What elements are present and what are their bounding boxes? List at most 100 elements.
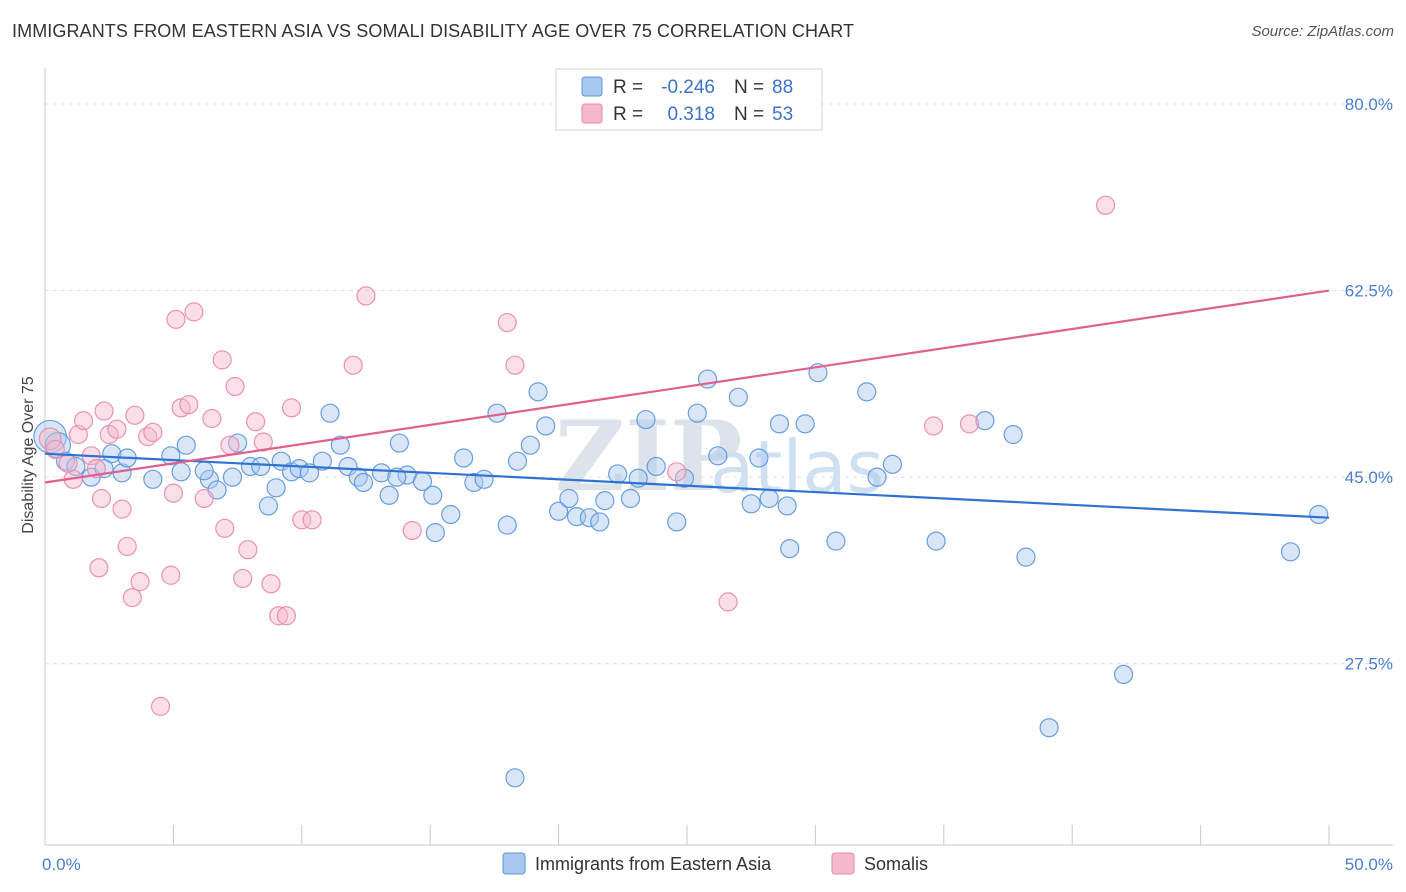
legend-bottom-swatch-blue [502,852,526,875]
eastern-asia-trend-line [44,452,1330,519]
somalis-point-32 [245,412,266,432]
x-tick-label-0: 0.0% [42,855,81,874]
eastern-asia-point-11 [176,435,196,455]
eastern-asia-point-39 [464,472,484,493]
eastern-asia-point-52 [595,491,615,511]
eastern-asia-point-16 [228,433,248,453]
somalis-point-13 [117,536,137,557]
somalis-point-26 [202,408,222,429]
trend-lines [44,289,1330,519]
eastern-asia-point-10 [171,462,191,482]
legend-top-n-label-blue: N = [734,77,764,98]
eastern-asia-point-51 [590,512,610,532]
eastern-asia-point-66 [759,488,779,509]
somalis-point-35 [269,606,289,626]
eastern-asia-point-15 [222,467,243,487]
somalis-point-24 [184,302,204,322]
somalis-point-0 [38,427,62,451]
eastern-asia-point-78 [1003,424,1023,445]
eastern-asia-point-85 [387,467,407,487]
somalis-point-18 [150,696,171,716]
somalis-point-23 [179,395,199,415]
eastern-asia-point-67 [769,414,790,434]
legend-top-r-label-blue: R = [613,77,643,98]
eastern-asia-point-74 [867,467,887,487]
eastern-asia-point-64 [741,494,761,514]
legend-top-n-label-pink: N = [734,104,764,125]
x-tick-label-1: 50.0% [1345,855,1393,874]
eastern-asia-point-65 [749,448,769,468]
legend-top-swatch-blue [581,76,603,97]
eastern-asia-point-13 [194,461,214,481]
eastern-asia-point-25 [320,403,340,423]
eastern-asia-point-50 [579,508,600,528]
series-somalis-points [38,195,1116,716]
eastern-asia-point-32 [389,433,409,453]
eastern-asia-point-69 [780,538,800,559]
somalis-point-1 [45,439,65,460]
somalis-point-31 [238,540,258,560]
eastern-asia-point-83 [1309,504,1329,525]
somalis-point-21 [166,309,186,329]
somalis-point-8 [91,488,112,509]
somalis-point-50 [89,558,109,578]
eastern-asia-point-45 [528,382,548,402]
somalis-point-19 [161,565,181,585]
eastern-asia-point-76 [926,531,946,551]
eastern-asia-point-26 [330,435,350,455]
eastern-asia-point-62 [708,446,728,466]
eastern-asia-point-53 [608,464,628,484]
legend-top-r-value-blue: -0.246 [661,77,715,98]
x-tick-labels: 0.0% 50.0% [42,855,1393,874]
eastern-asia-point-81 [1113,664,1134,685]
eastern-asia-point-58 [667,512,687,532]
somalis-point-25 [194,488,214,509]
watermark-zip: ZIP [555,400,742,513]
eastern-asia-point-60 [687,403,707,423]
y-tick-label-0: 80.0% [1345,95,1393,114]
eastern-asia-point-54 [620,488,641,509]
eastern-asia-point-86 [266,478,286,498]
eastern-asia-point-59 [674,468,695,488]
eastern-asia-point-43 [507,451,528,471]
eastern-asia-point-24 [312,451,332,471]
eastern-asia-point-57 [646,456,666,477]
eastern-asia-point-36 [425,523,445,543]
somalis-point-46 [718,592,738,612]
eastern-asia-point-63 [728,387,748,407]
somalis-point-44 [505,355,525,375]
y-tick-label-1: 62.5% [1345,282,1393,301]
axes [44,68,1393,846]
eastern-asia-point-8 [143,469,163,489]
eastern-asia-point-37 [441,504,461,525]
somalis-point-39 [302,510,322,530]
eastern-asia-point-40 [474,469,494,489]
somalis-point-29 [225,376,245,397]
somalis-point-41 [356,286,376,306]
eastern-asia-point-82 [1280,542,1301,562]
eastern-asia-point-79 [1016,547,1036,567]
legend-bottom: Immigrants from Eastern Asia Somalis [502,852,928,875]
eastern-asia-point-28 [348,467,368,487]
somalis-point-38 [292,510,312,530]
legend-bottom-label-blue: Immigrants from Eastern Asia [535,854,772,874]
legend-top-r-label-pink: R = [613,104,643,125]
eastern-asia-point-68 [777,496,797,516]
y-tick-labels: 80.0% 62.5% 45.0% 27.5% [1345,95,1393,674]
y-tick-label-3: 27.5% [1345,655,1393,674]
somalis-point-11 [107,419,127,439]
eastern-asia-point-17 [240,456,261,477]
somalis-point-47 [923,416,944,436]
eastern-asia-point-46 [536,416,556,436]
somalis-point-20 [163,483,183,503]
somalis-point-22 [171,398,191,418]
eastern-asia-point-73 [857,382,877,402]
somalis-point-42 [402,520,422,541]
somalis-point-36 [276,606,296,626]
eastern-asia-point-35 [423,485,443,505]
eastern-asia-point-22 [289,459,309,479]
somalis-trend-line [44,289,1330,484]
somalis-point-51 [212,350,232,370]
eastern-asia-point-38 [453,448,474,468]
somalis-point-40 [343,355,363,375]
